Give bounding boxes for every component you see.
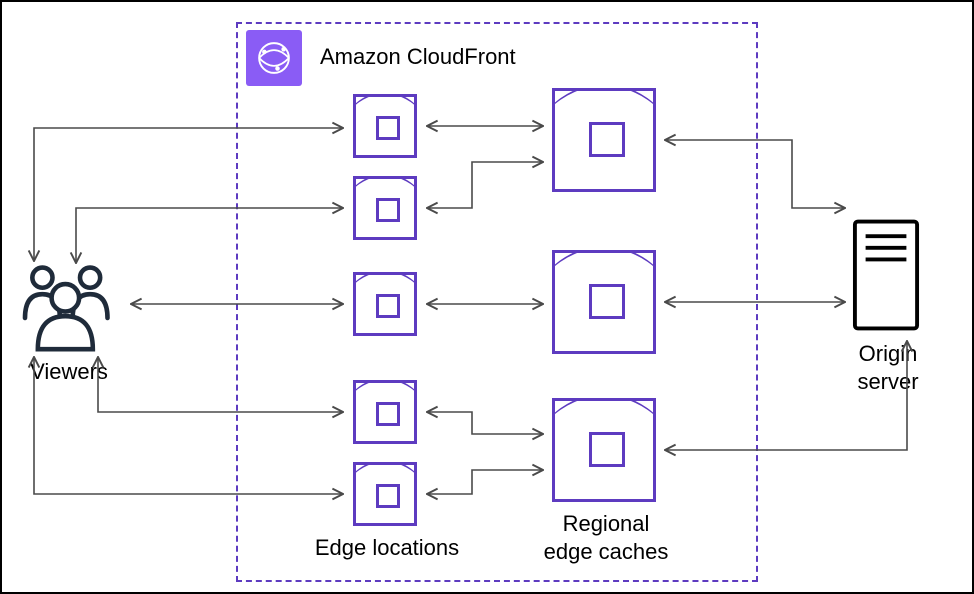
viewers-label: Viewers xyxy=(16,358,122,386)
regional-cache-2 xyxy=(552,398,656,502)
cloudfront-glyph xyxy=(253,37,295,79)
edge-location-1 xyxy=(353,176,417,240)
edge-location-3 xyxy=(353,380,417,444)
origin-server-icon xyxy=(852,218,920,332)
edge-location-4 xyxy=(353,462,417,526)
origin-server-glyph xyxy=(852,218,920,332)
edge-location-2 xyxy=(353,272,417,336)
cloudfront-title: Amazon CloudFront xyxy=(320,44,516,70)
regional-edge-caches-label: Regional edge caches xyxy=(526,510,686,565)
diagram-canvas: Amazon CloudFront Viewers xyxy=(0,0,974,594)
viewers-icon xyxy=(14,260,124,354)
viewers-glyph xyxy=(14,260,124,354)
regional-cache-1 xyxy=(552,250,656,354)
regional-cache-0 xyxy=(552,88,656,192)
cloudfront-group xyxy=(236,22,758,582)
edge-location-0 xyxy=(353,94,417,158)
origin-server-label: Origin server xyxy=(828,340,948,395)
edge-locations-label: Edge locations xyxy=(302,534,472,562)
cloudfront-icon xyxy=(246,30,302,86)
